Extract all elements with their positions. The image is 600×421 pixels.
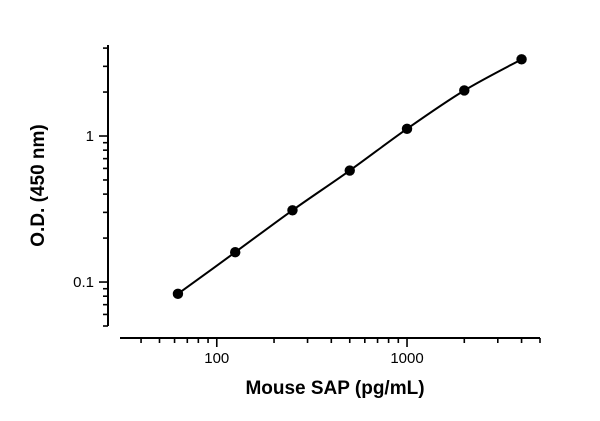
y-ticks: 0.11 [73,47,108,327]
x-ticks: 100 1000 [140,338,541,367]
y-axis-title: O.D. (450 nm) [28,124,49,246]
plot-area [172,54,527,300]
y-tick-label: 1 [86,128,94,145]
x-axis: 100 1000 [120,337,541,367]
data-point [230,247,241,258]
data-point [287,205,298,216]
data-point [459,85,470,96]
x-axis-title: Mouse SAP (pg/mL) [245,378,424,399]
x-tick-label: 1000 [390,350,423,367]
fit-curve [177,58,523,295]
x-tick-label: 100 [204,350,229,367]
y-axis: 0.11 [73,45,109,327]
y-tick-label: 0.1 [73,274,94,291]
data-point [172,288,184,300]
data-point [344,165,355,176]
data-point [516,54,527,65]
data-points [172,54,527,300]
data-point [401,123,413,135]
